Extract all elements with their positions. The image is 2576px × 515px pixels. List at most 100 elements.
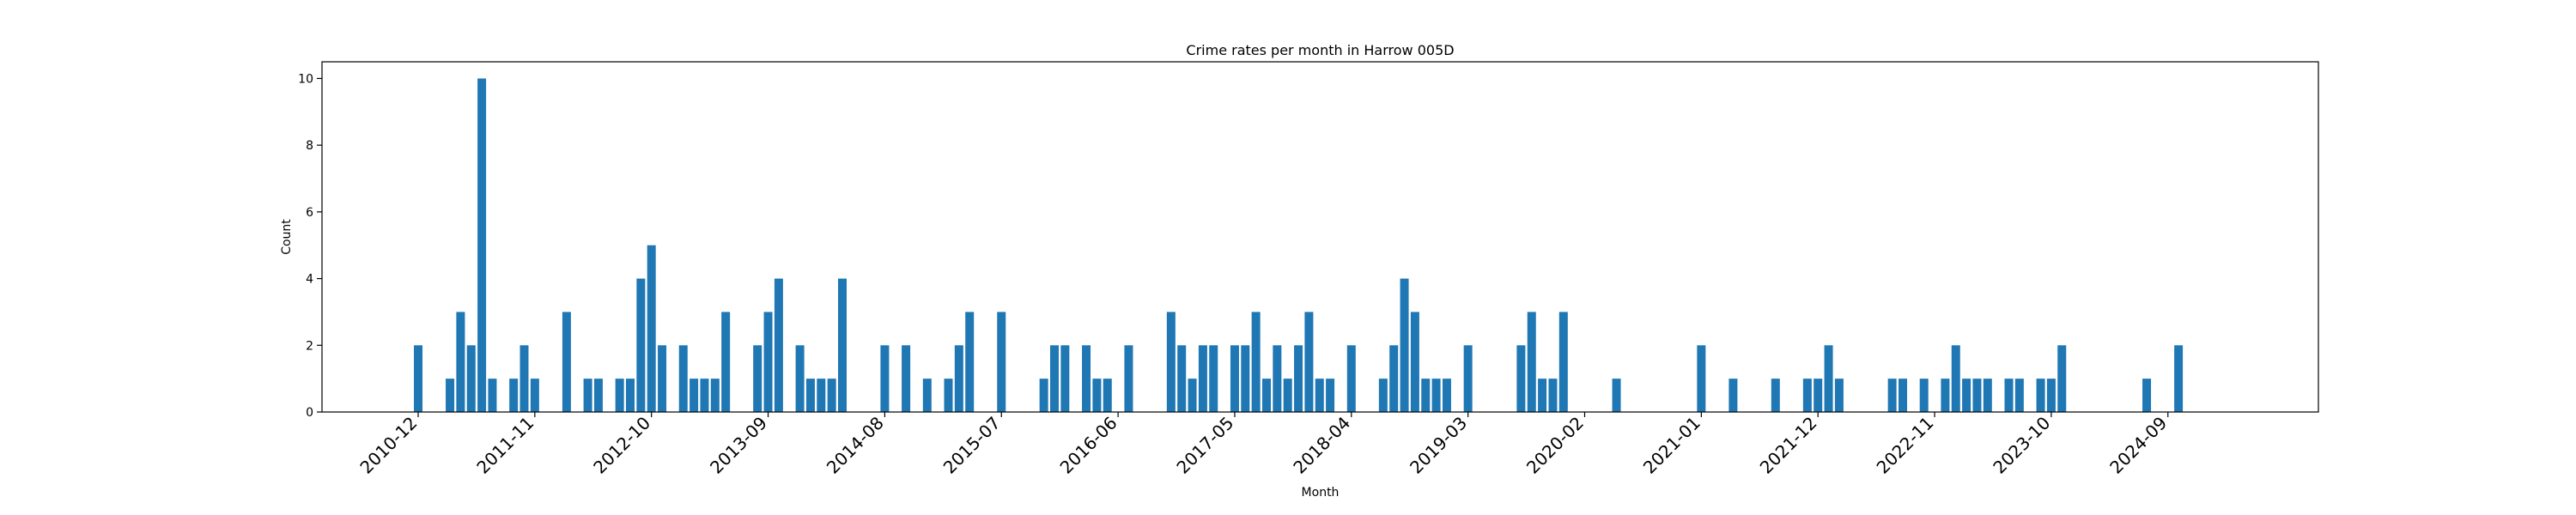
bar-2018-09 <box>1400 278 1409 412</box>
bar-2019-12 <box>1558 312 1568 412</box>
bar-2017-12 <box>1304 312 1314 412</box>
bar-2012-02 <box>562 312 571 412</box>
bar-2013-02 <box>690 379 699 412</box>
bar-2023-09 <box>2036 379 2045 412</box>
bar-group <box>414 78 2184 413</box>
bar-2012-11 <box>658 345 667 412</box>
bar-2017-11 <box>1294 345 1303 412</box>
bar-2015-03 <box>954 345 963 412</box>
x-axis-label: Month <box>1302 486 1340 500</box>
bar-2011-11 <box>530 379 539 412</box>
bar-2018-08 <box>1389 345 1399 412</box>
bar-2018-12 <box>1431 379 1441 412</box>
bar-2013-12 <box>795 345 805 412</box>
bar-2015-07 <box>997 312 1006 412</box>
bar-2016-12 <box>1177 345 1187 412</box>
bar-2014-01 <box>805 379 815 412</box>
chart-title: Crime rates per month in Harrow 005D <box>1186 42 1454 58</box>
bar-2017-05 <box>1230 345 1239 412</box>
bar-2016-03 <box>1082 345 1091 412</box>
bar-2019-03 <box>1463 345 1473 412</box>
bar-2024-10 <box>2174 345 2184 412</box>
bar-2014-12 <box>922 379 932 412</box>
bar-2015-04 <box>965 312 975 412</box>
bar-2011-07 <box>488 379 497 412</box>
bar-2022-12 <box>1941 379 1950 412</box>
bar-2021-11 <box>1802 379 1812 412</box>
bar-2021-04 <box>1728 379 1738 412</box>
bar-2023-11 <box>2057 345 2067 412</box>
bar-2017-01 <box>1188 379 1197 412</box>
bar-2018-04 <box>1346 345 1356 412</box>
bar-2013-05 <box>721 312 731 412</box>
y-tick-label: 2 <box>306 339 313 353</box>
bar-2019-01 <box>1442 379 1451 412</box>
bar-2018-10 <box>1410 312 1419 412</box>
bar-2012-04 <box>583 379 592 412</box>
bar-2018-02 <box>1326 379 1335 412</box>
bar-2014-08 <box>880 345 890 412</box>
bar-2022-10 <box>1919 379 1929 412</box>
bar-2023-03 <box>1972 379 1982 412</box>
plot-frame <box>321 61 2319 413</box>
bar-2017-08 <box>1262 379 1271 412</box>
bar-2010-12 <box>414 345 422 412</box>
bar-2015-02 <box>944 379 953 412</box>
bar-2016-07 <box>1124 345 1133 412</box>
bar-2017-03 <box>1209 345 1218 412</box>
bar-2016-01 <box>1060 345 1070 412</box>
y-axis-label: Count <box>280 219 294 255</box>
bar-2018-07 <box>1378 379 1388 412</box>
bar-2014-10 <box>902 345 911 412</box>
bar-2014-03 <box>827 379 836 412</box>
y-tick-label: 4 <box>306 273 313 287</box>
bar-2011-09 <box>509 379 519 412</box>
bar-2011-05 <box>466 345 476 412</box>
bar-2013-04 <box>710 379 720 412</box>
bar-2021-01 <box>1697 345 1706 412</box>
bar-2017-06 <box>1241 345 1250 412</box>
bar-2023-10 <box>2046 379 2056 412</box>
bar-2013-10 <box>774 278 783 412</box>
bar-2023-06 <box>2004 379 2014 412</box>
y-tick-label: 6 <box>306 206 313 220</box>
bar-2013-08 <box>753 345 762 412</box>
bar-2022-02 <box>1834 379 1844 412</box>
bar-2021-12 <box>1814 379 1823 412</box>
bar-2011-03 <box>446 379 455 412</box>
bar-2015-12 <box>1050 345 1059 412</box>
bar-2013-03 <box>700 379 709 412</box>
bar-2022-01 <box>1824 345 1833 412</box>
bar-2011-06 <box>477 78 487 413</box>
bar-2012-05 <box>593 379 603 412</box>
bar-2017-02 <box>1198 345 1207 412</box>
bar-2019-11 <box>1548 379 1558 412</box>
bar-2016-04 <box>1092 379 1102 412</box>
bar-2023-01 <box>1951 345 1960 412</box>
bar-2022-07 <box>1887 379 1897 412</box>
bar-2014-04 <box>838 278 847 412</box>
bar-2020-05 <box>1612 379 1621 412</box>
bar-2012-08 <box>626 379 635 412</box>
bar-2011-04 <box>456 312 465 412</box>
y-tick-label: 0 <box>306 406 313 420</box>
bar-2019-09 <box>1527 312 1536 412</box>
bar-2014-02 <box>817 379 826 412</box>
bar-2018-11 <box>1421 379 1431 412</box>
bar-2019-10 <box>1538 379 1547 412</box>
bar-2011-10 <box>519 345 529 412</box>
y-tick-label: 8 <box>306 139 313 153</box>
bar-2016-11 <box>1166 312 1176 412</box>
bar-2013-09 <box>763 312 773 412</box>
bar-2015-11 <box>1039 379 1048 412</box>
bar-2024-07 <box>2142 379 2152 412</box>
bar-2017-10 <box>1283 379 1292 412</box>
bar-2021-08 <box>1771 379 1780 412</box>
bar-2012-09 <box>636 278 646 412</box>
bar-2012-10 <box>647 245 656 412</box>
bar-2017-09 <box>1273 345 1282 412</box>
bar-2023-04 <box>1983 379 1992 412</box>
bar-2023-02 <box>1962 379 1971 412</box>
bar-2023-07 <box>2014 379 2024 412</box>
